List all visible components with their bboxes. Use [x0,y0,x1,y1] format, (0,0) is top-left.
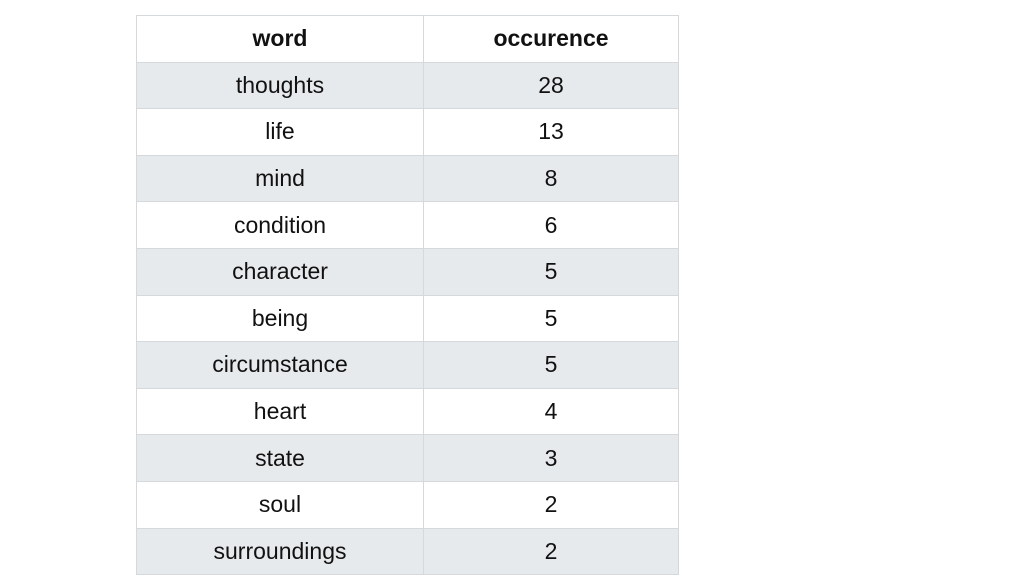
table-body: thoughts 28 life 13 mind 8 condition 6 character… [136,61,679,576]
occurence-cell: 4 [423,387,679,436]
table-header-row: word occurence [136,15,679,63]
occurence-cell: 28 [423,61,679,110]
word-cell: mind [136,154,424,203]
occurence-cell: 5 [423,247,679,296]
word-cell: character [136,247,424,296]
word-cell: being [136,294,424,343]
table-row: condition 6 [136,201,679,249]
word-cell: condition [136,201,424,249]
word-cell: circumstance [136,341,424,389]
table-row: thoughts 28 [136,61,679,110]
table-row: heart 4 [136,387,679,436]
occurence-cell: 8 [423,154,679,203]
occurence-cell: 6 [423,201,679,249]
occurence-cell: 2 [423,480,679,529]
occurence-cell: 13 [423,108,679,156]
word-occurrence-table: word occurence thoughts 28 life 13 mind 8 cond… [136,15,679,576]
word-cell: surroundings [136,527,424,576]
word-cell: state [136,434,424,482]
table-row: state 3 [136,434,679,482]
table-row: character 5 [136,247,679,296]
table-row: surroundings 2 [136,527,679,576]
table-row: mind 8 [136,154,679,203]
occurence-cell: 2 [423,527,679,576]
occurence-cell: 5 [423,294,679,343]
column-header-occurence: occurence [423,15,679,63]
word-cell: thoughts [136,61,424,110]
word-cell: life [136,108,424,156]
table-row: soul 2 [136,480,679,529]
word-cell: soul [136,480,424,529]
table-row: life 13 [136,108,679,156]
table-row: circumstance 5 [136,341,679,389]
word-cell: heart [136,387,424,436]
table-row: being 5 [136,294,679,343]
column-header-word: word [136,15,424,63]
occurence-cell: 3 [423,434,679,482]
occurence-cell: 5 [423,341,679,389]
